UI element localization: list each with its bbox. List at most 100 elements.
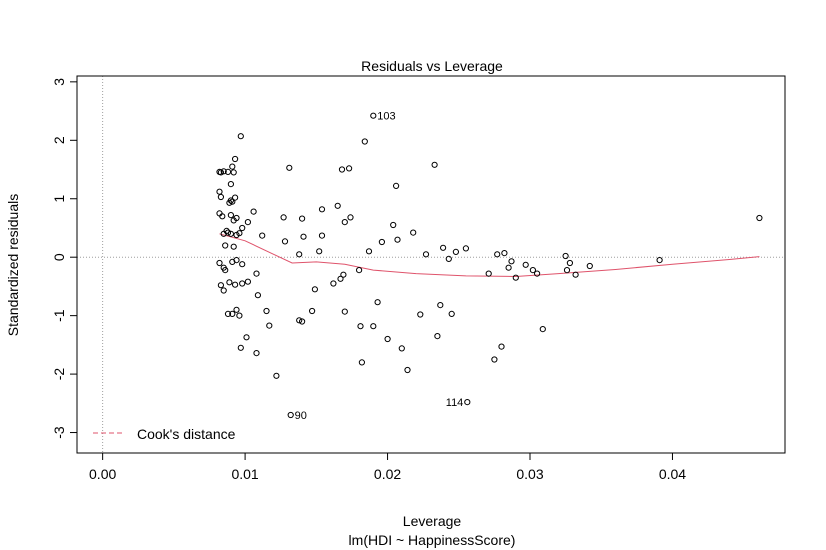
data-point [216,188,223,195]
x-tick-label: 0.00 [89,466,116,482]
data-point [254,292,261,299]
data-point [448,310,455,317]
data-point [341,219,348,226]
data-point [330,280,337,287]
data-point [309,307,316,315]
reference-lines [77,76,785,453]
y-tick-label: -1 [51,309,67,322]
point-annotation: 90 [295,410,307,422]
data-point [237,344,244,351]
data-point [287,411,294,419]
data-point [365,248,373,255]
data-point [572,271,579,278]
y-tick-label: 2 [51,136,67,144]
x-axis-label: Leverage [403,513,462,529]
point-annotation: 114 [446,397,464,409]
data-point [217,193,224,201]
data-point [410,229,417,236]
data-point [370,323,377,330]
data-point [222,267,229,274]
data-point [522,261,529,268]
data-point [236,230,243,237]
data-point [226,279,233,286]
data-point [341,308,348,315]
data-point [586,262,593,270]
data-point [229,198,236,205]
data-point [230,243,237,250]
data-point [296,317,303,324]
data-point [756,214,763,222]
x-tick-label: 0.04 [659,466,686,482]
data-point [253,270,260,277]
data-point [299,215,306,222]
data-point [253,350,260,357]
data-point [237,133,244,140]
data-point [217,169,224,176]
data-point [216,259,223,267]
y-axis: -3 -2 -1 0 1 2 3 [51,78,78,439]
y-tick-label: 1 [51,195,67,203]
data-point [505,264,512,271]
data-point [222,242,229,249]
data-point [229,163,236,170]
data-point [224,310,232,317]
data-point [244,219,251,226]
data-point [239,280,246,287]
data-point [390,221,397,229]
data-point [358,359,365,366]
data-point [220,287,227,294]
data-point [529,267,537,274]
data-point [462,245,469,252]
data-point [501,250,508,257]
data-point [286,164,293,171]
chart-title: Residuals vs Leverage [361,58,503,74]
data-point [334,202,341,209]
data-point [347,214,354,221]
x-axis: 0.00 0.01 0.02 0.03 0.04 [89,452,686,482]
points-layer [216,112,763,419]
data-point [236,312,243,319]
data-point [417,311,424,318]
data-point [393,182,400,189]
x-tick-label: 0.01 [231,466,258,482]
data-point [224,229,232,236]
cooks-smooth-layer [219,233,760,278]
data-point [224,168,232,175]
data-point [232,155,239,163]
data-point [357,323,364,330]
data-point [318,232,326,239]
data-point [311,286,318,293]
data-point [452,248,459,255]
data-point [233,214,240,222]
data-point [280,214,287,221]
data-point [422,251,430,258]
y-tick-label: 3 [51,78,67,86]
data-point [296,251,303,258]
data-point [243,334,250,341]
data-point [508,258,515,265]
data-point [340,271,347,278]
data-point [437,302,444,309]
data-point [273,372,280,379]
data-point [361,138,368,145]
data-point [370,112,377,119]
legend: Cook's distance [93,426,236,442]
annotation-layer: 103 90 114 [295,111,464,422]
data-point [563,267,571,274]
data-point [494,251,501,258]
data-point [534,270,541,277]
data-point [263,307,270,315]
data-point [227,212,234,219]
data-point [281,238,289,245]
data-point [404,366,411,374]
data-point [378,238,385,246]
data-point [220,168,227,175]
data-point [440,244,447,251]
data-point [566,259,574,267]
y-axis-label: Standardized residuals [5,194,21,336]
data-point [338,166,346,173]
legend-label: Cook's distance [137,426,236,442]
plot-frame [76,75,786,454]
data-point [434,333,441,340]
